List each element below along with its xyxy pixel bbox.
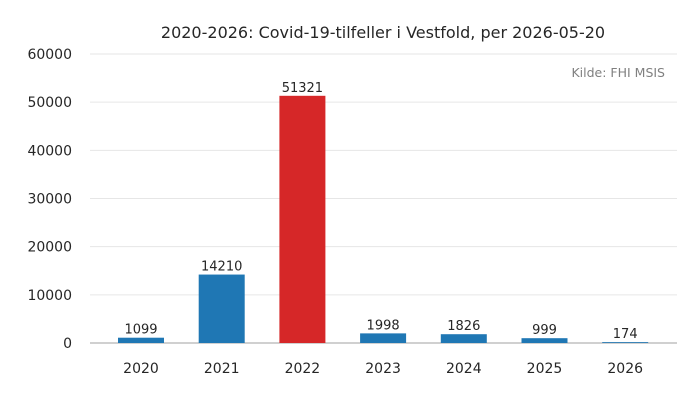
y-tick-label: 20000 <box>27 240 72 256</box>
data-label-2023: 1998 <box>367 318 400 333</box>
data-label-2022: 51321 <box>282 81 323 96</box>
grid-lines <box>90 53 677 344</box>
x-tick-label-2025: 2025 <box>527 361 563 377</box>
source-note: Kilde: FHI MSIS <box>571 65 665 80</box>
bar-2025 <box>521 338 568 343</box>
y-tick-label: 0 <box>63 336 72 352</box>
y-tick-label: 30000 <box>27 192 72 208</box>
bar-2026 <box>602 342 649 343</box>
x-tick-label-2022: 2022 <box>285 361 321 377</box>
data-label-2026: 174 <box>613 327 638 342</box>
bars <box>118 95 649 343</box>
bar-2022 <box>279 95 326 343</box>
data-label-2025: 999 <box>532 323 557 338</box>
x-tick-label-2020: 2020 <box>123 361 159 377</box>
data-label-2020: 1099 <box>124 323 157 338</box>
bar-2020 <box>118 337 164 343</box>
x-tick-label-2023: 2023 <box>365 361 401 377</box>
y-tick-label: 10000 <box>27 288 72 304</box>
data-labels: 1099 14210 51321 1998 1826 999 174 <box>124 81 637 342</box>
x-tick-label-2026: 2026 <box>607 361 643 377</box>
y-tick-label: 40000 <box>27 143 72 159</box>
data-label-2024: 1826 <box>447 319 480 334</box>
chart-title: 2020-2026: Covid-19-tilfeller i Vestfold… <box>161 23 605 42</box>
y-axis-ticks: 0 10000 20000 30000 40000 50000 60000 <box>27 47 72 352</box>
bar-2021 <box>198 274 245 343</box>
y-tick-label: 50000 <box>27 95 72 111</box>
data-label-2021: 14210 <box>201 260 242 275</box>
x-tick-label-2024: 2024 <box>446 361 482 377</box>
x-axis-ticks: 2020 2021 2022 2023 2024 2025 2026 <box>123 361 643 377</box>
bar-2024 <box>440 334 487 343</box>
x-tick-label-2021: 2021 <box>204 361 240 377</box>
bar-2023 <box>360 333 407 343</box>
y-tick-label: 60000 <box>27 47 72 63</box>
